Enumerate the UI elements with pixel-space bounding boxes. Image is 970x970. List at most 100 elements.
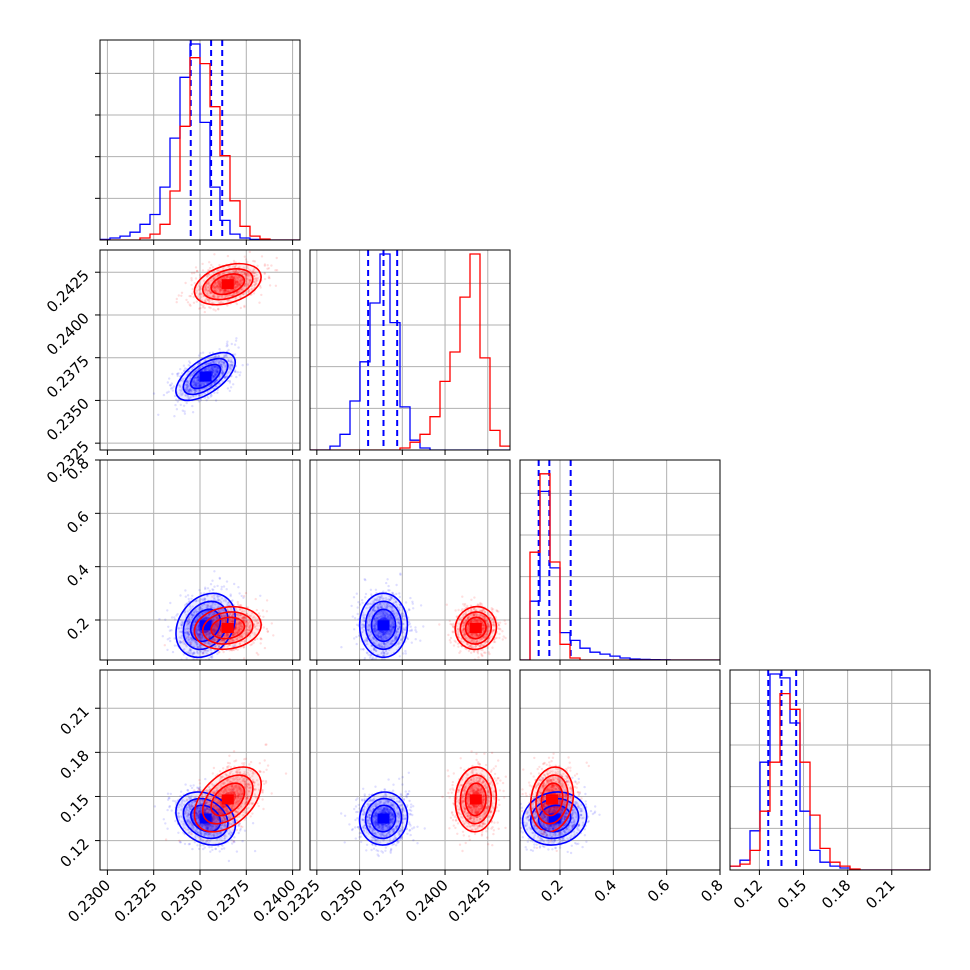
scatter-point — [375, 620, 378, 624]
scatter-point — [186, 672, 188, 674]
scatter-point — [226, 379, 230, 382]
scatter-point — [218, 360, 222, 363]
scatter-point — [171, 372, 174, 376]
scatter-point — [231, 364, 234, 368]
scatter-point — [187, 597, 190, 601]
scatter-point — [186, 651, 190, 654]
scatter-point — [395, 663, 397, 665]
scatter-point — [372, 637, 375, 640]
scatter-point — [389, 624, 392, 627]
scatter-point — [212, 375, 216, 378]
scatter-point — [380, 850, 383, 853]
scatter-point — [359, 603, 362, 606]
scatter-point — [367, 624, 371, 627]
scatter-point — [199, 802, 202, 805]
scatter-point — [203, 631, 207, 634]
scatter-point — [193, 383, 196, 387]
scatter-point — [173, 616, 176, 619]
scatter-point — [207, 842, 210, 845]
scatter-point — [399, 573, 402, 576]
scatter-point — [385, 642, 388, 645]
scatter-point — [379, 605, 383, 608]
scatter-point — [185, 384, 188, 387]
scatter-point — [166, 808, 169, 812]
scatter-point — [227, 832, 230, 836]
scatter-point — [202, 661, 204, 663]
scatter-point — [195, 610, 198, 613]
scatter-point — [212, 365, 216, 368]
scatter-point — [388, 643, 391, 646]
scatter-point — [383, 610, 387, 613]
scatter-point — [205, 832, 209, 836]
scatter-point — [184, 632, 187, 635]
scatter-point — [168, 637, 171, 640]
scatter-point — [170, 629, 173, 632]
scatter-point — [362, 624, 366, 627]
scatter-point — [398, 592, 401, 595]
scatter-point — [186, 631, 190, 634]
scatter-point — [390, 623, 393, 626]
scatter-point — [212, 375, 215, 378]
scatter-point — [233, 370, 236, 373]
scatter-point — [203, 642, 206, 645]
scatter-point — [380, 646, 384, 649]
scatter-point — [185, 383, 189, 387]
scatter-point — [216, 371, 219, 374]
scatter-point — [206, 824, 209, 827]
scatter-point — [178, 384, 182, 387]
scatter-point — [385, 604, 388, 608]
scatter-point — [207, 369, 211, 372]
scatter-point — [218, 630, 221, 633]
scatter-point — [204, 367, 208, 371]
scatter-point — [378, 629, 382, 633]
scatter-point — [214, 603, 217, 606]
scatter-point — [401, 783, 404, 786]
scatter-point — [185, 613, 188, 617]
scatter-point — [237, 622, 240, 626]
scatter-point — [396, 627, 400, 631]
scatter-point — [379, 637, 383, 641]
scatter-point — [189, 396, 193, 399]
scatter-point — [382, 642, 385, 645]
scatter-point — [375, 617, 378, 620]
scatter-point — [220, 366, 224, 369]
scatter-point — [187, 638, 191, 641]
scatter-point — [198, 636, 201, 640]
scatter-point — [195, 809, 199, 812]
scatter-point — [173, 644, 177, 647]
scatter-point — [397, 607, 400, 611]
scatter-point — [188, 389, 191, 392]
scatter-point — [391, 620, 395, 623]
scatter-point — [204, 363, 207, 367]
scatter-point — [229, 593, 232, 596]
scatter-point — [521, 831, 524, 834]
scatter-point — [167, 796, 170, 800]
scatter-point — [197, 633, 200, 636]
scatter-point — [208, 613, 211, 616]
scatter-point — [205, 827, 208, 830]
scatter-point — [208, 368, 212, 372]
scatter-point — [228, 365, 232, 368]
scatter-point — [197, 354, 201, 357]
scatter-point — [234, 370, 237, 373]
scatter-point — [368, 629, 371, 632]
scatter-point — [197, 367, 200, 371]
scatter-point — [408, 829, 411, 832]
scatter-point — [201, 388, 204, 391]
scatter-point — [386, 617, 389, 621]
scatter-point — [204, 387, 207, 390]
scatter-point — [368, 634, 371, 637]
scatter-point — [212, 806, 216, 809]
scatter-point — [372, 630, 376, 633]
scatter-point — [195, 807, 198, 810]
scatter-point — [361, 627, 364, 630]
scatter-point — [373, 627, 376, 630]
scatter-point — [206, 827, 209, 830]
scatter-point — [204, 809, 207, 812]
scatter-point — [196, 650, 199, 653]
scatter-point — [227, 360, 230, 363]
scatter-point — [213, 638, 216, 641]
scatter-point — [166, 798, 170, 801]
scatter-point — [362, 619, 365, 623]
scatter-point — [206, 827, 209, 830]
